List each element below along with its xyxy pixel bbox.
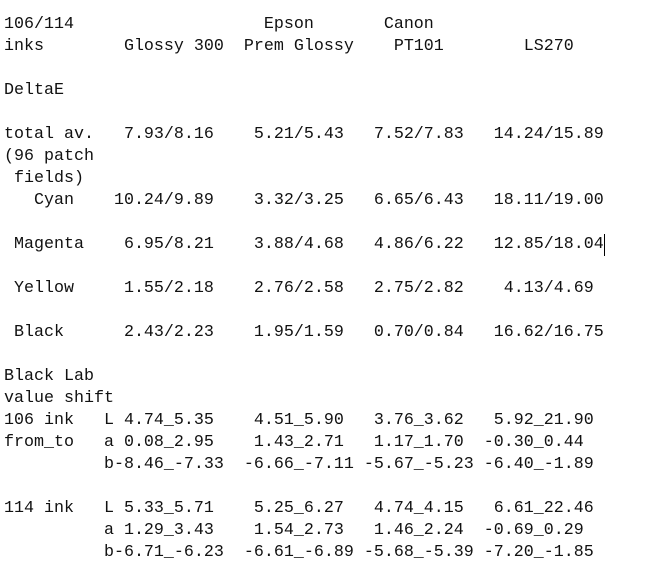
text-block: Black 2.43/2.23 1.95/1.59 0.70/0.84 16.6… [4, 322, 604, 344]
text-line: DeltaE [4, 81, 64, 100]
text-block: Yellow 1.55/2.18 2.76/2.58 2.75/2.82 4.1… [4, 278, 604, 300]
text-line: Cyan 10.24/9.89 3.32/3.25 6.65/6.43 18.1… [4, 191, 604, 210]
text-cursor [604, 234, 605, 256]
text-line: 114 ink L 5.33_5.71 5.25_6.27 4.74_4.15 … [4, 499, 594, 518]
text-line: from_to a 0.08_2.95 1.43_2.71 1.17_1.70 … [4, 433, 584, 452]
text-line: a 1.29_3.43 1.54_2.73 1.46_2.24 -0.69_0.… [4, 521, 584, 540]
text-line: b-6.71_-6.23 -6.61_-6.89 -5.68_-5.39 -7.… [4, 543, 594, 562]
document: 106/114 Epson Canon inks Glossy 300 Prem … [4, 14, 604, 586]
text-line: Black 2.43/2.23 1.95/1.59 0.70/0.84 16.6… [4, 323, 604, 342]
text-line: fields) [4, 169, 84, 188]
text-block: 106/114 Epson Canon inks Glossy 300 Prem … [4, 14, 604, 58]
text-line: 106/114 Epson Canon [4, 15, 434, 34]
text-line: Black Lab [4, 367, 94, 386]
text-block: Black Lab value shift 106 ink L 4.74_5.35 … [4, 366, 604, 476]
text-block: total av. 7.93/8.16 5.21/5.43 7.52/7.83 … [4, 124, 604, 212]
text-line: Magenta 6.95/8.21 3.88/4.68 4.86/6.22 12… [4, 235, 604, 254]
text-block: DeltaE [4, 80, 604, 102]
text-line: b-8.46_-7.33 -6.66_-7.11 -5.67_-5.23 -6.… [4, 455, 594, 474]
text-line: value shift [4, 389, 114, 408]
text-line: (96 patch [4, 147, 94, 166]
text-line: 106 ink L 4.74_5.35 4.51_5.90 3.76_3.62 … [4, 411, 594, 430]
text-block: 114 ink L 5.33_5.71 5.25_6.27 4.74_4.15 … [4, 498, 604, 564]
text-block: Magenta 6.95/8.21 3.88/4.68 4.86/6.22 12… [4, 234, 604, 256]
text-line: Yellow 1.55/2.18 2.76/2.58 2.75/2.82 4.1… [4, 279, 594, 298]
text-line: total av. 7.93/8.16 5.21/5.43 7.52/7.83 … [4, 125, 604, 144]
text-line: inks Glossy 300 Prem Glossy PT101 LS270 [4, 37, 574, 56]
